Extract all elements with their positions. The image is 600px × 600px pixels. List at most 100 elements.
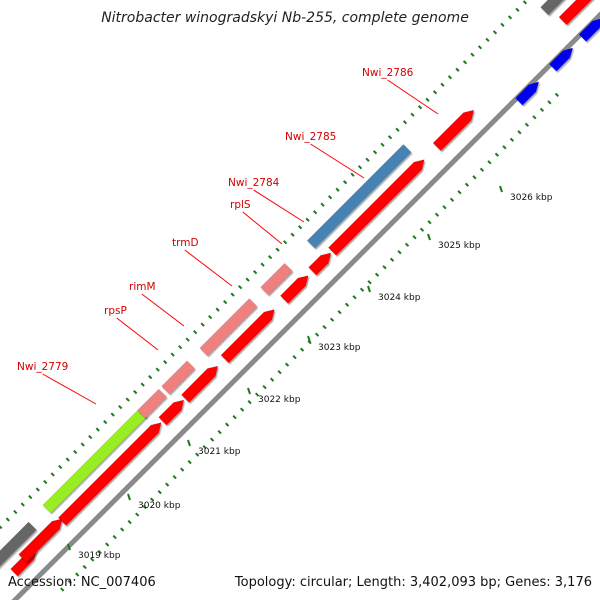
- tick-mark: [442, 205, 447, 210]
- tick-mark: [195, 452, 200, 457]
- kbp-tick-mark: [307, 335, 311, 343]
- tick-mark: [532, 115, 537, 120]
- tick-mark: [148, 374, 153, 380]
- tick-mark: [215, 307, 220, 312]
- tick-mark: [262, 385, 267, 390]
- tick-mark: [157, 489, 162, 495]
- accession-text: Accession: NC_007406: [8, 575, 156, 590]
- tick-mark: [447, 75, 453, 80]
- gene-label: Nwi_2784: [228, 177, 280, 189]
- tick-mark: [419, 227, 425, 232]
- gene-label: Nwi_2779: [17, 361, 68, 373]
- tick-layer: 3019 kbp 3020 kbp 3021 kbp 3022 kbp 3023 kbp…: [0, 0, 560, 592]
- tick-mark: [314, 332, 320, 337]
- tick-mark: [284, 362, 290, 367]
- gene-block-forward: [280, 275, 309, 304]
- gene-leader-line: [310, 143, 365, 179]
- tick-mark: [297, 225, 303, 230]
- tick-mark: [524, 122, 530, 127]
- gene-leader-line: [184, 249, 233, 287]
- gene-block-forward: [181, 365, 219, 403]
- gene-leader-line: [116, 317, 159, 351]
- tick-mark: [217, 429, 222, 435]
- tick-mark: [494, 152, 500, 157]
- tick-mark: [140, 382, 145, 387]
- tick-mark: [223, 300, 228, 305]
- kbp-tick-label: 3024 kbp: [378, 293, 421, 303]
- tick-mark: [20, 502, 25, 507]
- kbp-tick-mark: [367, 285, 371, 293]
- tick-mark: [507, 15, 513, 20]
- tick-mark: [389, 257, 395, 262]
- tick-mark: [509, 137, 515, 142]
- tick-mark: [75, 572, 80, 577]
- kbp-tick-label: 3020 kbp: [138, 501, 181, 511]
- tick-mark: [67, 579, 72, 585]
- tick-mark: [65, 457, 70, 462]
- kbp-tick-mark: [67, 543, 71, 551]
- tick-mark: [515, 7, 520, 12]
- gene-block-trmD: [199, 298, 258, 357]
- gene-block-forward: [308, 252, 332, 276]
- tick-mark: [88, 434, 93, 440]
- tick-mark: [502, 145, 507, 150]
- kbp-tick-mark: [127, 493, 131, 501]
- tick-mark: [28, 494, 33, 500]
- tick-mark: [80, 442, 85, 447]
- gene-block-reverse: [515, 81, 540, 106]
- genome-backbone: [11, 11, 600, 600]
- tick-mark: [412, 235, 417, 240]
- gene-label: trmD: [172, 237, 199, 249]
- tick-mark: [260, 262, 265, 267]
- tick-mark: [82, 564, 87, 570]
- gene-block-rimM: [161, 360, 196, 395]
- tick-mark: [449, 197, 455, 202]
- tick-mark: [539, 107, 545, 112]
- tick-mark: [322, 325, 327, 330]
- tick-mark: [178, 344, 183, 350]
- gene-block-rpsP: [137, 388, 167, 419]
- tick-mark: [277, 370, 282, 375]
- tick-mark: [90, 557, 95, 562]
- tick-mark: [133, 389, 138, 395]
- tick-mark: [547, 100, 552, 105]
- gene-block-forward: [57, 422, 162, 526]
- tick-mark: [180, 467, 185, 472]
- gene-leader-line: [42, 373, 97, 405]
- map-title: Nitrobacter winogradskyi Nb-255, complet…: [101, 10, 469, 26]
- tick-mark: [320, 202, 325, 207]
- tick-mark: [337, 310, 342, 315]
- tick-mark: [487, 160, 492, 165]
- tick-mark: [185, 337, 190, 342]
- tick-mark: [127, 519, 132, 525]
- tick-mark: [105, 542, 110, 547]
- tick-mark: [150, 497, 155, 502]
- gene-block-forward: [328, 159, 425, 256]
- gene-block-reverse: [578, 18, 600, 42]
- tick-mark: [312, 210, 318, 215]
- tick-mark: [307, 340, 312, 345]
- tick-mark: [193, 330, 198, 335]
- tick-mark: [247, 400, 252, 405]
- gene-block-green: [42, 408, 148, 514]
- tick-mark: [329, 317, 335, 322]
- kbp-tick-label: 3021 kbp: [198, 447, 241, 457]
- tick-mark: [58, 464, 63, 470]
- gene-block-forward: [432, 109, 475, 152]
- tick-mark: [395, 127, 400, 132]
- gene-block-gray: [540, 0, 564, 16]
- tick-mark: [118, 404, 123, 410]
- tick-mark: [120, 527, 125, 532]
- tick-mark: [372, 150, 378, 155]
- tick-mark: [60, 587, 65, 592]
- gene-label: Nwi_2786: [362, 67, 414, 79]
- tick-mark: [472, 175, 477, 180]
- tick-mark: [522, 0, 528, 5]
- tick-mark: [365, 157, 370, 162]
- gene-label: Nwi_2785: [285, 131, 336, 143]
- gene-block-forward: [558, 0, 593, 26]
- tick-mark: [103, 419, 108, 425]
- gene-leader-line: [141, 293, 185, 327]
- tick-mark: [202, 444, 207, 450]
